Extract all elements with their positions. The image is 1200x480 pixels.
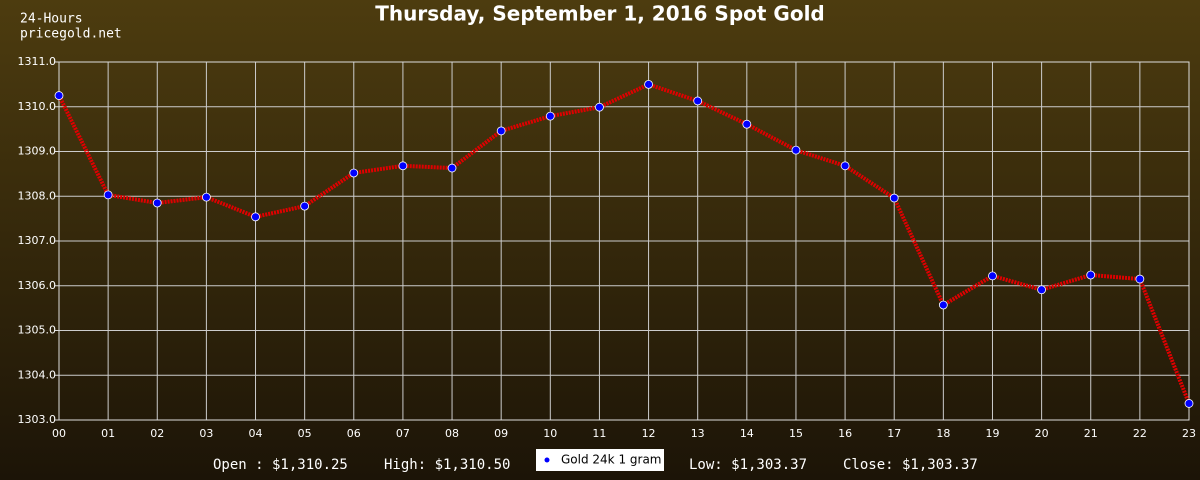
data-point [742, 119, 752, 129]
x-tick-label: 23 [1182, 427, 1196, 440]
y-tick-label: 1305.0 [18, 324, 57, 337]
y-tick-label: 1309.0 [18, 145, 57, 158]
data-point [693, 96, 703, 106]
data-point [447, 163, 457, 173]
stat-high: High: $1,310.50 [384, 457, 510, 473]
legend-box [536, 449, 664, 471]
data-point [103, 190, 113, 200]
data-point [1037, 285, 1047, 295]
series-line [57, 82, 1191, 405]
x-tick-label: 09 [494, 427, 508, 440]
x-tick-label: 11 [592, 427, 606, 440]
y-tick-label: 1306.0 [18, 279, 57, 292]
data-point [398, 161, 408, 171]
y-tick-label: 1307.0 [18, 234, 57, 247]
y-tick-label: 1304.0 [18, 368, 57, 381]
x-tick-label: 14 [740, 427, 754, 440]
data-point [300, 201, 310, 211]
x-tick-label: 00 [52, 427, 66, 440]
plot-frame [58, 61, 1190, 421]
data-point [644, 79, 653, 89]
y-tick-label: 1308.0 [18, 189, 57, 202]
x-tick-label: 21 [1084, 427, 1098, 440]
x-tick-label: 13 [691, 427, 705, 440]
x-tick-label: 17 [887, 427, 901, 440]
x-tick-label: 08 [445, 427, 459, 440]
x-tick-label: 18 [936, 427, 950, 440]
x-tick-label: 15 [789, 427, 803, 440]
x-tick-label: 03 [199, 427, 213, 440]
data-point [1135, 274, 1145, 284]
stat-close: Close: $1,303.37 [843, 457, 978, 473]
y-tick-label: 1310.0 [18, 100, 57, 113]
data-point [889, 193, 899, 203]
legend-marker [544, 457, 550, 463]
data-point [791, 145, 801, 155]
stat-low: Low: $1,303.37 [689, 457, 807, 473]
y-tick-label: 1311.0 [18, 55, 57, 68]
data-point [1086, 270, 1096, 280]
data-point [545, 111, 555, 121]
x-tick-label: 06 [347, 427, 361, 440]
chart-title: Thursday, September 1, 2016 Spot Gold [375, 2, 825, 26]
data-point [496, 126, 506, 136]
data-point [1184, 399, 1194, 408]
data-point [349, 168, 359, 178]
data-point [840, 161, 850, 171]
legend-label: Gold 24k 1 gram [561, 453, 661, 467]
x-tick-label: 10 [543, 427, 557, 440]
x-tick-label: 02 [150, 427, 164, 440]
data-point [595, 102, 604, 112]
data-point [201, 192, 211, 202]
data-point [152, 198, 162, 208]
x-tick-label: 01 [101, 427, 115, 440]
data-point [54, 91, 64, 100]
corner-text: pricegold.net [20, 27, 122, 42]
x-tick-label: 22 [1133, 427, 1147, 440]
data-point [251, 212, 260, 222]
data-point [988, 271, 997, 281]
data-point [938, 300, 948, 310]
x-tick-label: 16 [838, 427, 852, 440]
x-tick-label: 19 [985, 427, 999, 440]
x-tick-label: 05 [298, 427, 312, 440]
x-tick-label: 07 [396, 427, 410, 440]
x-tick-label: 04 [249, 427, 263, 440]
corner-text: 24-Hours [20, 12, 83, 27]
y-tick-label: 1303.0 [18, 413, 57, 426]
stat-open: Open : $1,310.25 [213, 457, 348, 473]
x-tick-label: 20 [1035, 427, 1049, 440]
x-tick-label: 12 [642, 427, 656, 440]
